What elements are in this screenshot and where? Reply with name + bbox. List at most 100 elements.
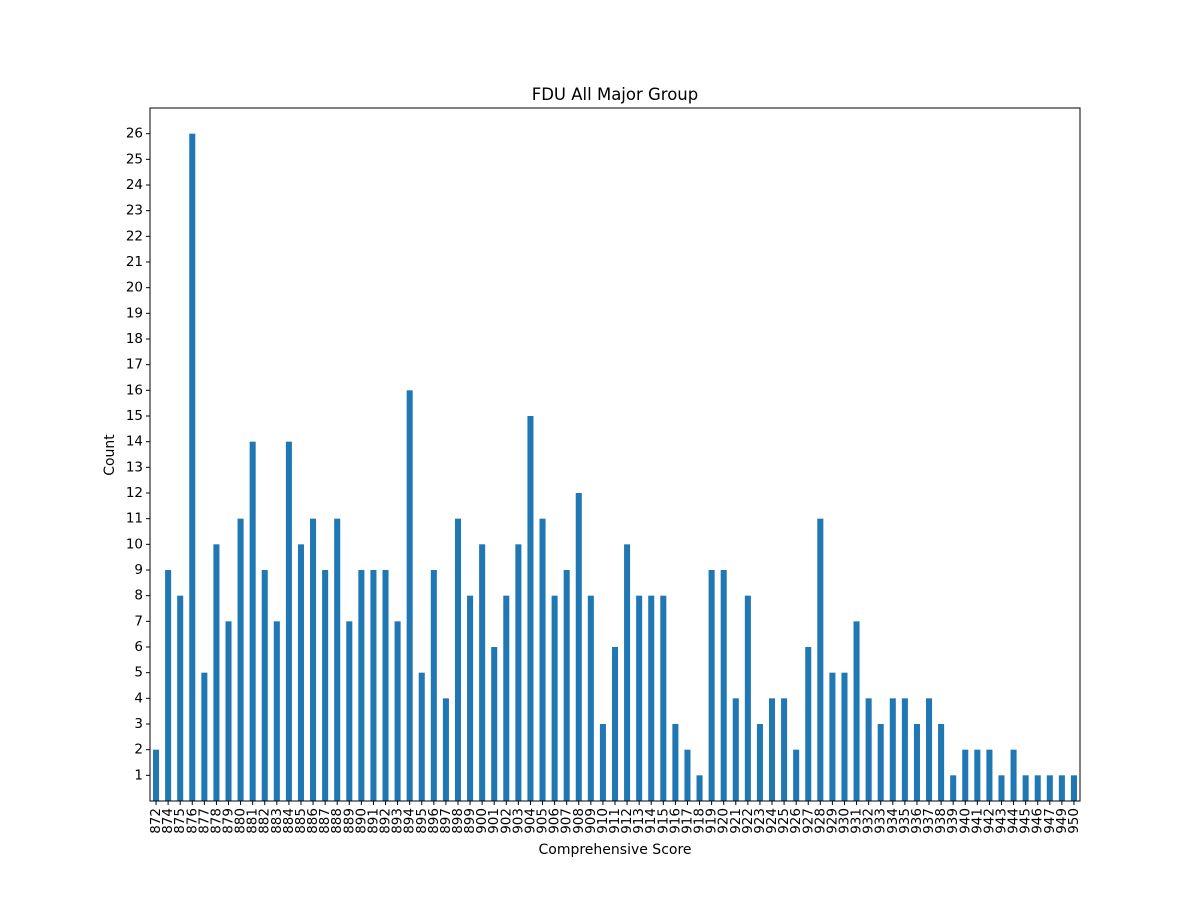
y-tick-label: 21	[126, 254, 143, 270]
bar-924	[768, 698, 776, 801]
x-tick-label: 872	[148, 808, 164, 834]
bar-907	[563, 570, 570, 801]
y-tick-label: 4	[134, 690, 143, 706]
bar-946	[1034, 775, 1041, 801]
x-tick-label: 891	[365, 808, 381, 834]
x-tick-label: 874	[160, 808, 176, 834]
x-tick-label: 932	[861, 808, 877, 834]
y-tick-label: 5	[134, 665, 143, 681]
x-tick-label: 946	[1030, 808, 1046, 834]
x-tick-label: 949	[1054, 808, 1070, 834]
bar-889	[346, 621, 353, 801]
x-tick-label: 929	[824, 808, 840, 834]
bar-900	[479, 544, 486, 801]
x-tick-label: 943	[993, 808, 1009, 834]
bar-936	[913, 724, 920, 801]
bar-927	[805, 647, 812, 801]
bar-881	[249, 441, 256, 801]
x-tick-label: 907	[559, 808, 575, 834]
x-tick-label: 906	[547, 808, 563, 834]
y-tick-label: 10	[126, 536, 143, 552]
x-tick-label: 940	[957, 808, 973, 834]
y-tick-label: 7	[134, 613, 143, 629]
bar-933	[877, 724, 884, 801]
x-tick-label: 876	[184, 808, 200, 834]
x-tick-label: 942	[981, 808, 997, 834]
bar-876	[189, 133, 196, 802]
x-tick-label: 902	[498, 808, 514, 834]
bar-901	[491, 647, 498, 801]
x-tick-label: 950	[1066, 808, 1082, 834]
bar-905	[539, 518, 546, 801]
x-tick-label: 916	[667, 808, 683, 834]
x-tick-label: 923	[752, 808, 768, 834]
bar-883	[273, 621, 280, 801]
x-tick-label: 944	[1006, 808, 1022, 834]
bar-898	[454, 518, 462, 801]
bar-879	[225, 621, 232, 801]
bar-947	[1046, 775, 1053, 801]
y-tick-label: 15	[126, 408, 143, 424]
bar-929	[829, 672, 836, 801]
bar-906	[551, 595, 558, 801]
bar-934	[889, 698, 896, 801]
bar-941	[974, 749, 981, 801]
x-tick-label: 935	[897, 808, 913, 834]
bar-937	[926, 698, 933, 801]
x-tick-label: 930	[836, 808, 852, 834]
x-tick-label: 900	[474, 808, 490, 834]
bar-877	[201, 672, 208, 801]
bar-938	[938, 724, 945, 801]
y-tick-label: 14	[126, 434, 143, 450]
bar-908	[575, 493, 582, 801]
plot-area-frame	[149, 107, 1081, 802]
x-tick-label: 881	[245, 808, 261, 834]
x-tick-label: 887	[317, 808, 333, 834]
x-tick-label: 886	[305, 808, 321, 834]
bar-913	[636, 595, 643, 801]
x-tick-label: 894	[402, 808, 418, 834]
x-tick-label: 878	[208, 808, 224, 834]
x-tick-label: 931	[849, 808, 865, 834]
x-tick-label: 947	[1042, 808, 1058, 834]
bar-885	[297, 544, 304, 801]
bar-931	[853, 621, 860, 801]
bar-872	[153, 749, 160, 801]
x-tick-label: 945	[1018, 808, 1034, 834]
y-tick-label: 18	[126, 331, 143, 347]
x-tick-label: 912	[619, 808, 635, 834]
bar-874	[165, 570, 172, 801]
x-tick-label: 901	[486, 808, 502, 834]
y-tick-label: 2	[134, 742, 143, 758]
x-tick-label: 904	[522, 808, 538, 834]
y-tick-label: 13	[126, 459, 143, 475]
x-tick-label: 888	[329, 808, 345, 834]
bar-896	[430, 570, 437, 801]
y-tick-label: 26	[126, 126, 143, 142]
x-axis-ticks: 8728748758768778788798808818828838848858…	[148, 801, 1082, 834]
bar-932	[865, 698, 872, 801]
y-tick-label: 24	[126, 177, 143, 193]
bar-935	[901, 698, 908, 801]
x-tick-label: 895	[414, 808, 430, 834]
y-tick-label: 17	[126, 357, 143, 373]
x-tick-label: 909	[583, 808, 599, 834]
bar-919	[708, 570, 715, 801]
y-tick-label: 11	[126, 511, 143, 527]
y-tick-label: 19	[126, 305, 143, 321]
x-tick-label: 877	[196, 808, 212, 834]
y-tick-label: 23	[126, 203, 143, 219]
x-tick-label: 893	[390, 808, 406, 834]
x-tick-label: 913	[631, 808, 647, 834]
x-tick-label: 933	[873, 808, 889, 834]
x-tick-label: 880	[233, 808, 249, 834]
bar-950	[1070, 775, 1077, 801]
bar-903	[515, 544, 522, 801]
bar-895	[418, 672, 425, 801]
x-tick-label: 926	[788, 808, 804, 834]
bar-914	[648, 595, 655, 801]
bar-880	[237, 518, 244, 801]
y-tick-label: 25	[126, 151, 143, 167]
y-tick-label: 6	[134, 639, 143, 655]
bar-882	[261, 570, 268, 801]
